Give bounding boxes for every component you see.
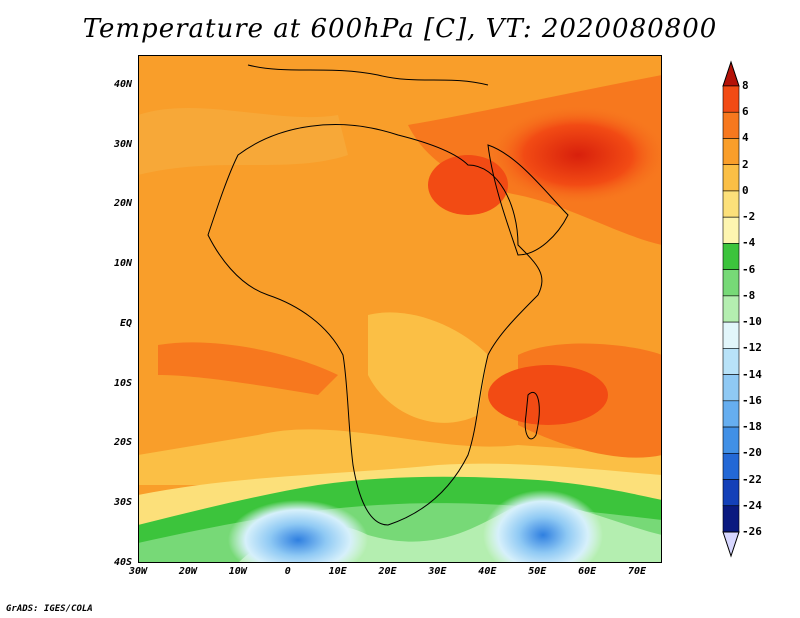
lon-tick-label: 30W [128, 566, 148, 577]
colorbar-level-label: -10 [742, 315, 762, 329]
field-patch [138, 107, 348, 175]
colorbar-level-label: 6 [742, 105, 749, 119]
colorbar-bottom-cap [722, 531, 740, 558]
lon-tick-label: 60E [578, 566, 597, 577]
colorbar-segment [722, 164, 740, 192]
field-patch [428, 155, 508, 215]
lat-tick-label: 40S [113, 557, 132, 568]
colorbar-level-label: 2 [742, 157, 749, 171]
colorbar-level-label: 4 [742, 131, 749, 145]
colorbar-level-label: 8 [742, 79, 749, 92]
colorbar-segment [722, 190, 740, 218]
colorbar-segment [722, 269, 740, 297]
map-frame [138, 55, 662, 563]
colorbar-level-label: -6 [742, 262, 756, 276]
map-plot-area [138, 55, 668, 580]
europe-coastline [247, 64, 489, 86]
colorbar-level-label: -26 [742, 525, 762, 538]
field-patch [158, 342, 338, 395]
field-patch [488, 365, 608, 425]
colorbar-segment [722, 111, 740, 139]
colorbar-segment [722, 426, 740, 454]
cold-pool [483, 490, 603, 580]
cold-pool [228, 500, 368, 580]
colorbar-segment [722, 479, 740, 507]
lon-tick-label: 20W [178, 566, 197, 577]
colorbar-level-label: -22 [742, 472, 762, 486]
map-title: Temperature at 600hPa [C], VT: 202008080… [82, 14, 718, 44]
colorbar-level-label: -16 [742, 393, 762, 407]
colorbar-level-label: -24 [742, 498, 762, 512]
lon-tick-label: 50E [528, 566, 547, 577]
colorbar-svg [722, 60, 740, 558]
temperature-map [138, 55, 668, 580]
colorbar-segment [722, 295, 740, 323]
colorbar-segment [722, 216, 740, 244]
lon-tick-label: 30E [428, 566, 447, 577]
lon-tick-label: 10E [328, 566, 347, 577]
lat-tick-label: 10N [113, 258, 132, 270]
field-patch [368, 312, 488, 423]
colorbar-segment [722, 321, 740, 349]
colorbar-segment [722, 243, 740, 270]
field-patch [488, 105, 668, 205]
africa-outline [207, 124, 543, 526]
lat-tick-label: EQ [119, 317, 132, 329]
arabia-outline [487, 144, 569, 256]
colorbar-top-cap [722, 60, 740, 87]
colorbar-level-label: -8 [742, 288, 756, 302]
colorbar-segment [722, 85, 740, 113]
colorbar-level-label: -12 [742, 341, 762, 355]
colorbar-segment [722, 138, 740, 166]
madagascar-outline [524, 392, 540, 440]
colorbar-level-label: -4 [742, 236, 756, 250]
colorbar-segment [722, 374, 740, 402]
colorbar-level-label: -18 [742, 420, 762, 434]
colorbar-level-label: -2 [742, 210, 756, 224]
lon-tick-label: 20E [378, 566, 397, 577]
colorbar-level-label: -20 [742, 446, 762, 460]
colorbar-segment [722, 505, 740, 533]
colorbar-segment [722, 400, 740, 428]
lon-tick-label: 0 [284, 566, 291, 577]
lat-tick-label: 20S [113, 437, 132, 449]
colorbar-segment [722, 452, 740, 480]
lon-tick-label: 10W [228, 566, 247, 577]
lat-tick-label: 10S [113, 377, 132, 389]
lat-tick-label: 20N [113, 198, 132, 210]
lat-tick-label: 30N [113, 138, 132, 150]
colorbar-level-label: -14 [742, 367, 762, 381]
lat-tick-label: 30S [113, 497, 132, 509]
lat-tick-label: 40N [113, 78, 132, 90]
colorbar-segment [722, 348, 740, 375]
credit-text: GrADS: IGES/COLA [6, 604, 93, 614]
lon-tick-label: 40E [478, 566, 497, 577]
colorbar-level-label: 0 [742, 183, 749, 197]
lon-tick-label: 70E [628, 566, 647, 577]
